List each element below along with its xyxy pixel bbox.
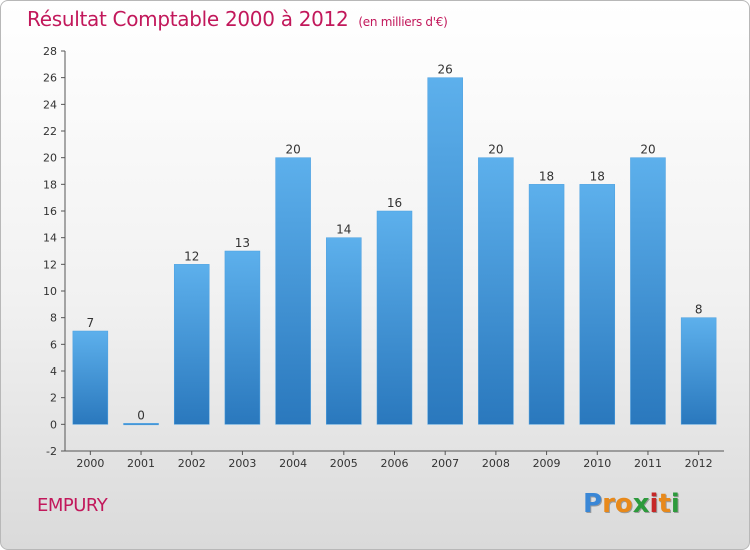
y-tick-label: 18 (43, 178, 57, 191)
chart-title: Résultat Comptable 2000 à 2012 (en millie… (27, 7, 448, 31)
x-tick-label: 2000 (76, 457, 104, 470)
y-tick-label: 22 (43, 125, 57, 138)
x-tick-label: 2006 (381, 457, 409, 470)
y-tick-label: 8 (50, 312, 57, 325)
x-tick-label: 2007 (431, 457, 459, 470)
value-label: 14 (336, 223, 351, 237)
bar (326, 237, 362, 425)
x-tick-label: 2001 (127, 457, 155, 470)
value-label: 8 (695, 303, 703, 317)
value-label: 20 (640, 143, 655, 157)
city-name: EMPURY (37, 495, 108, 516)
value-label: 7 (87, 316, 95, 330)
y-tick-label: 4 (50, 365, 57, 378)
chart-unit: (en milliers d'€) (358, 15, 448, 29)
value-label: 0 (137, 408, 145, 422)
chart-title-text: Résultat Comptable 2000 à 2012 (27, 7, 349, 31)
y-tick-label: -2 (46, 445, 57, 458)
y-tick-label: 16 (43, 205, 57, 218)
x-tick-label: 2005 (330, 457, 358, 470)
bar (123, 423, 159, 426)
y-tick-label: 10 (43, 285, 57, 298)
bar (173, 264, 210, 425)
bar (224, 250, 261, 425)
y-tick-label: 6 (50, 338, 57, 351)
x-tick-label: 2012 (685, 457, 713, 470)
y-tick-label: 26 (43, 72, 57, 85)
x-tick-label: 2008 (482, 457, 510, 470)
logo-letter: r (602, 489, 615, 519)
bar (72, 330, 109, 425)
y-tick-label: 14 (43, 232, 57, 245)
bar (528, 184, 565, 425)
value-label: 18 (590, 169, 605, 183)
logo-letter: P (583, 489, 603, 519)
logo-letter: i (649, 489, 659, 519)
x-tick-label: 2002 (178, 457, 206, 470)
bar (680, 317, 717, 425)
value-label: 13 (235, 236, 250, 250)
value-label: 26 (438, 63, 453, 77)
bar (478, 157, 514, 425)
x-tick-label: 2004 (279, 457, 307, 470)
bar (275, 157, 311, 425)
y-tick-label: 28 (43, 45, 57, 58)
bar (579, 184, 616, 425)
bar (630, 157, 666, 425)
bar (427, 77, 463, 425)
logo-letter: i (670, 489, 680, 519)
x-tick-label: 2003 (228, 457, 256, 470)
y-tick-label: 12 (43, 258, 57, 271)
value-label: 12 (184, 249, 199, 263)
x-tick-label: 2011 (634, 457, 662, 470)
value-label: 20 (285, 143, 300, 157)
value-label: 20 (488, 143, 503, 157)
proxiti-logo: Proxiti (583, 489, 680, 519)
y-tick-label: 24 (43, 98, 57, 111)
y-tick-label: 2 (50, 392, 57, 405)
logo-letter: x (632, 489, 650, 519)
logo-letter: t (658, 489, 671, 519)
logo-letter: o (614, 489, 633, 519)
bar (376, 210, 413, 425)
y-tick-label: 20 (43, 152, 57, 165)
x-tick-label: 2010 (583, 457, 611, 470)
y-tick-label: 0 (50, 418, 57, 431)
value-label: 18 (539, 169, 554, 183)
x-tick-label: 2009 (533, 457, 561, 470)
value-label: 16 (387, 196, 402, 210)
